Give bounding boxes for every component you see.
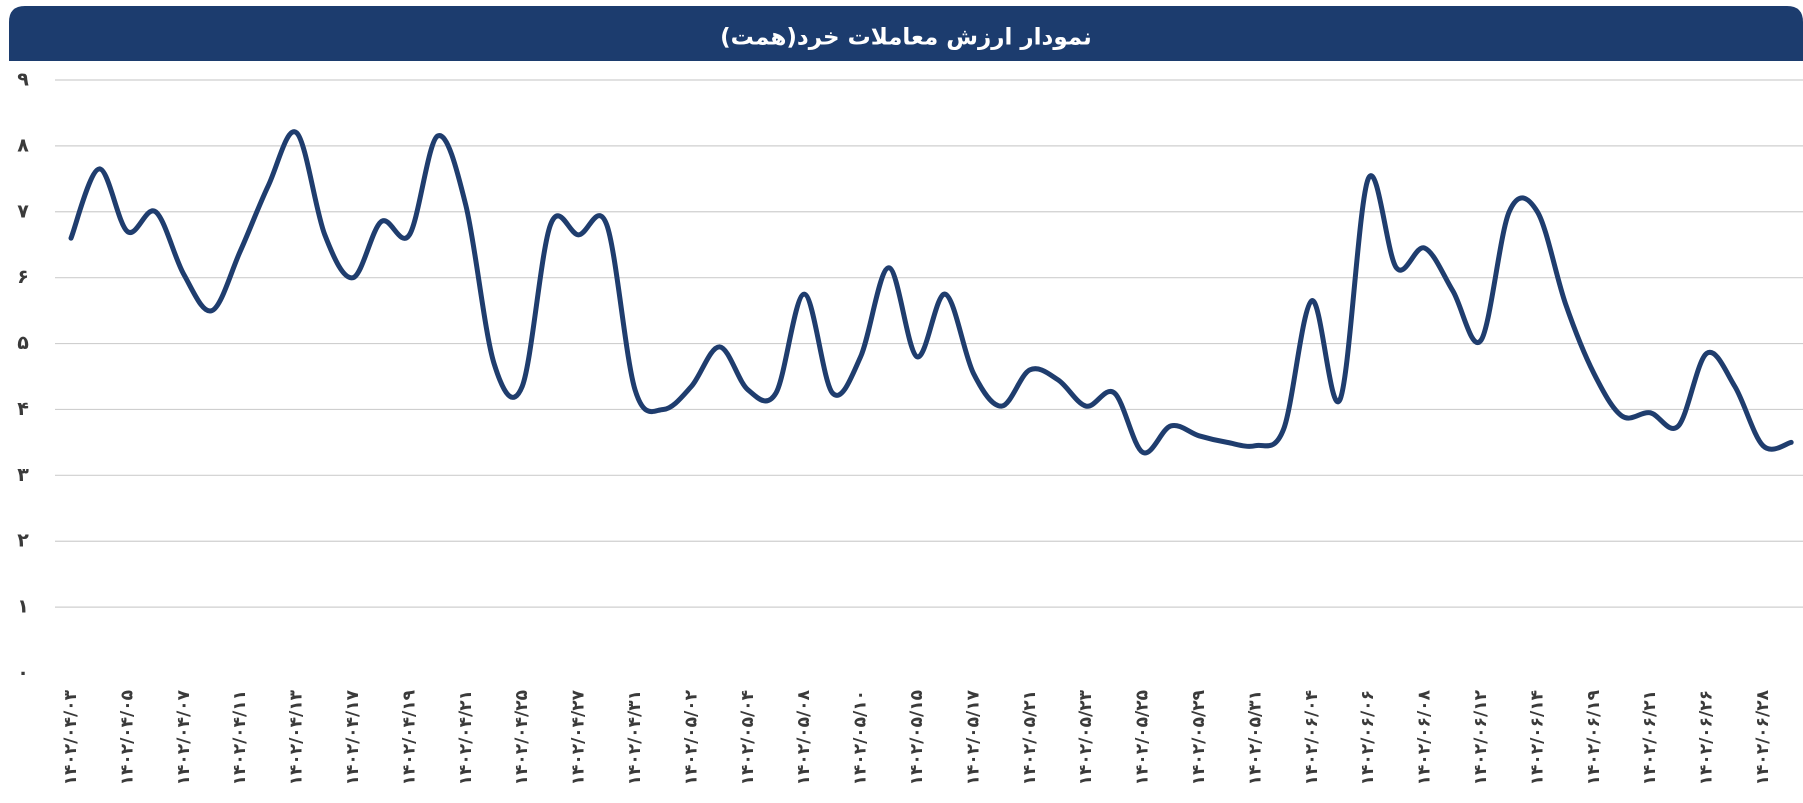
x-tick-label: ۱۴۰۲/۰۶/۲۸ (1753, 689, 1773, 785)
x-tick-label: ۱۴۰۲/۰۶/۱۴ (1527, 690, 1547, 785)
y-tick-label: ۰ (17, 662, 29, 684)
x-tick-label: ۱۴۰۲/۰۵/۲۱ (1020, 690, 1040, 785)
x-tick-label: ۱۴۰۲/۰۴/۱۱ (230, 690, 250, 785)
x-tick-label: ۱۴۰۲/۰۶/۱۹ (1584, 689, 1604, 785)
x-tick-label: ۱۴۰۲/۰۴/۱۹ (399, 689, 419, 785)
x-tick-label: ۱۴۰۲/۰۵/۰۴ (738, 690, 758, 785)
x-tick-label: ۱۴۰۲/۰۴/۱۳ (287, 689, 307, 785)
y-tick-label: ۲ (17, 530, 29, 552)
x-tick-label: ۱۴۰۲/۰۶/۰۸ (1415, 689, 1435, 785)
y-tick-label: ۱ (17, 596, 29, 618)
x-tick-label: ۱۴۰۲/۰۵/۰۸ (794, 689, 814, 785)
y-tick-label: ۸ (17, 134, 29, 156)
x-tick-label: ۱۴۰۲/۰۴/۱۷ (343, 689, 363, 785)
x-tick-label: ۱۴۰۲/۰۵/۲۵ (1133, 690, 1153, 785)
x-tick-label: ۱۴۰۲/۰۴/۲۱ (456, 690, 476, 785)
x-tick-label: ۱۴۰۲/۰۶/۰۴ (1302, 690, 1322, 785)
x-tick-label: ۱۴۰۲/۰۴/۰۳ (61, 689, 81, 785)
x-tick-label: ۱۴۰۲/۰۴/۲۷ (569, 689, 589, 785)
x-tick-label: ۱۴۰۲/۰۵/۲۹ (1189, 689, 1209, 785)
x-tick-label: ۱۴۰۲/۰۶/۲۱ (1640, 690, 1660, 785)
y-tick-label: ۴ (17, 398, 29, 420)
x-tick-label: ۱۴۰۲/۰۵/۳۱ (1245, 690, 1265, 785)
x-tick-label: ۱۴۰۲/۰۵/۲۳ (1076, 689, 1096, 785)
x-tick-label: ۱۴۰۲/۰۶/۱۲ (1471, 689, 1491, 785)
y-tick-label: ۷ (17, 200, 29, 222)
y-tick-label: ۶ (17, 266, 29, 288)
x-tick-label: ۱۴۰۲/۰۵/۱۵ (907, 690, 927, 785)
y-tick-label: ۵ (17, 332, 29, 354)
x-tick-label: ۱۴۰۲/۰۴/۳۱ (625, 690, 645, 785)
x-tick-label: ۱۴۰۲/۰۴/۰۷ (174, 689, 194, 785)
y-tick-label: ۳ (17, 464, 29, 486)
x-tick-label: ۱۴۰۲/۰۵/۰۲ (681, 689, 701, 785)
x-tick-label: ۱۴۰۲/۰۴/۰۵ (117, 690, 137, 785)
x-tick-label: ۱۴۰۲/۰۵/۱۷ (963, 689, 983, 785)
x-tick-label: ۱۴۰۲/۰۴/۲۵ (512, 690, 532, 785)
x-tick-label: ۱۴۰۲/۰۶/۰۶ (1358, 690, 1378, 785)
data-line (68, 129, 1794, 456)
y-tick-label: ۹ (17, 69, 29, 91)
title-bar (9, 6, 1803, 61)
chart-title: نمودار ارزش معاملات خرد(همت) (720, 25, 1092, 51)
x-tick-label: ۱۴۰۲/۰۶/۲۶ (1697, 690, 1717, 785)
x-tick-label: ۱۴۰۲/۰۵/۱۰ (851, 690, 871, 785)
